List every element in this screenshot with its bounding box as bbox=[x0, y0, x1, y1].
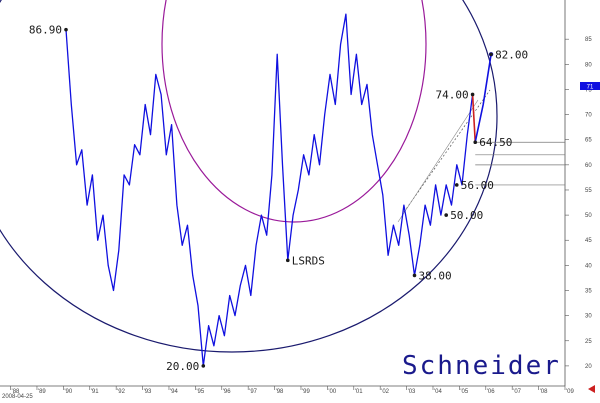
x-tick-label: '94 bbox=[170, 389, 178, 395]
price-series-line bbox=[65, 13, 474, 367]
annotation-point bbox=[454, 183, 459, 187]
y-tick-label: 20 bbox=[585, 364, 592, 370]
y-tick-label: 70 bbox=[585, 113, 592, 119]
y-tick-label: 45 bbox=[585, 238, 592, 244]
small-arc bbox=[161, 0, 427, 223]
down-projection-arrow bbox=[471, 94, 477, 143]
y-tick-label: 60 bbox=[585, 163, 592, 169]
y-tick-label: 50 bbox=[585, 213, 592, 219]
x-tick-label: '91 bbox=[91, 389, 99, 395]
x-tick-label: '97 bbox=[249, 389, 257, 395]
y-tick-label: 30 bbox=[585, 314, 592, 320]
y-tick-label: 25 bbox=[585, 339, 592, 345]
x-tick-label: '02 bbox=[381, 389, 389, 395]
annotation-label: 50.00 bbox=[450, 209, 483, 222]
x-tick-label: '92 bbox=[117, 389, 125, 395]
annotation-label: 56.00 bbox=[461, 179, 494, 192]
x-tick-label: '93 bbox=[144, 389, 152, 395]
annotation-label: 86.90 bbox=[29, 24, 62, 37]
annotation-label: 64.50 bbox=[479, 136, 512, 149]
x-tick-label: '88 bbox=[12, 389, 20, 395]
trend-guide-line bbox=[397, 99, 479, 223]
x-tick-label: '04 bbox=[434, 389, 442, 395]
annotation-point bbox=[444, 213, 448, 217]
x-tick-label: '00 bbox=[328, 389, 336, 395]
y-tick-label: 65 bbox=[585, 138, 592, 144]
y-tick-label: 40 bbox=[585, 263, 592, 269]
current-value-label: 71 bbox=[587, 85, 594, 91]
annotation-label: 74.00 bbox=[435, 88, 468, 101]
y-tick-label: 55 bbox=[585, 188, 592, 194]
x-tick-label: '98 bbox=[276, 389, 284, 395]
annotation-label: LSRDS bbox=[292, 254, 325, 267]
annotation-point bbox=[473, 140, 478, 145]
annotation-point bbox=[412, 273, 417, 278]
y-tick-label: 35 bbox=[585, 289, 592, 295]
large-arc bbox=[0, 0, 498, 353]
footer-text: 2008-04-25 bbox=[2, 394, 33, 400]
x-tick-label: '08 bbox=[540, 389, 548, 395]
x-tick-label: '07 bbox=[513, 389, 521, 395]
y-tick-label: 80 bbox=[585, 62, 592, 68]
annotation-label: 38.00 bbox=[419, 269, 452, 282]
annotation-point bbox=[201, 364, 206, 368]
x-tick-label: '01 bbox=[355, 389, 363, 395]
x-tick-label: '90 bbox=[64, 389, 72, 395]
y-tick-label: 75 bbox=[585, 87, 592, 93]
trend-guide-line bbox=[403, 89, 491, 213]
x-tick-label: '95 bbox=[196, 389, 204, 395]
x-tick-label: '03 bbox=[408, 389, 416, 395]
scroll-arrow-icon[interactable] bbox=[588, 385, 595, 393]
current-value-marker bbox=[580, 82, 600, 90]
brand-watermark: Schneider bbox=[402, 351, 561, 381]
x-tick-label: '06 bbox=[487, 389, 495, 395]
x-tick-label: '05 bbox=[460, 389, 468, 395]
annotation-point bbox=[285, 258, 290, 263]
x-tick-label: '99 bbox=[302, 389, 310, 395]
annotation-label: 82.00 bbox=[495, 48, 528, 61]
annotation-point bbox=[64, 27, 68, 32]
x-tick-label: '09 bbox=[566, 389, 574, 395]
up-projection-line bbox=[474, 54, 492, 143]
x-tick-label: '96 bbox=[223, 389, 231, 395]
annotation-point bbox=[489, 52, 493, 57]
y-tick-label: 85 bbox=[585, 37, 592, 43]
x-tick-label: '89 bbox=[38, 389, 46, 395]
annotation-point bbox=[470, 92, 475, 97]
annotation-label: 20.00 bbox=[166, 360, 199, 373]
